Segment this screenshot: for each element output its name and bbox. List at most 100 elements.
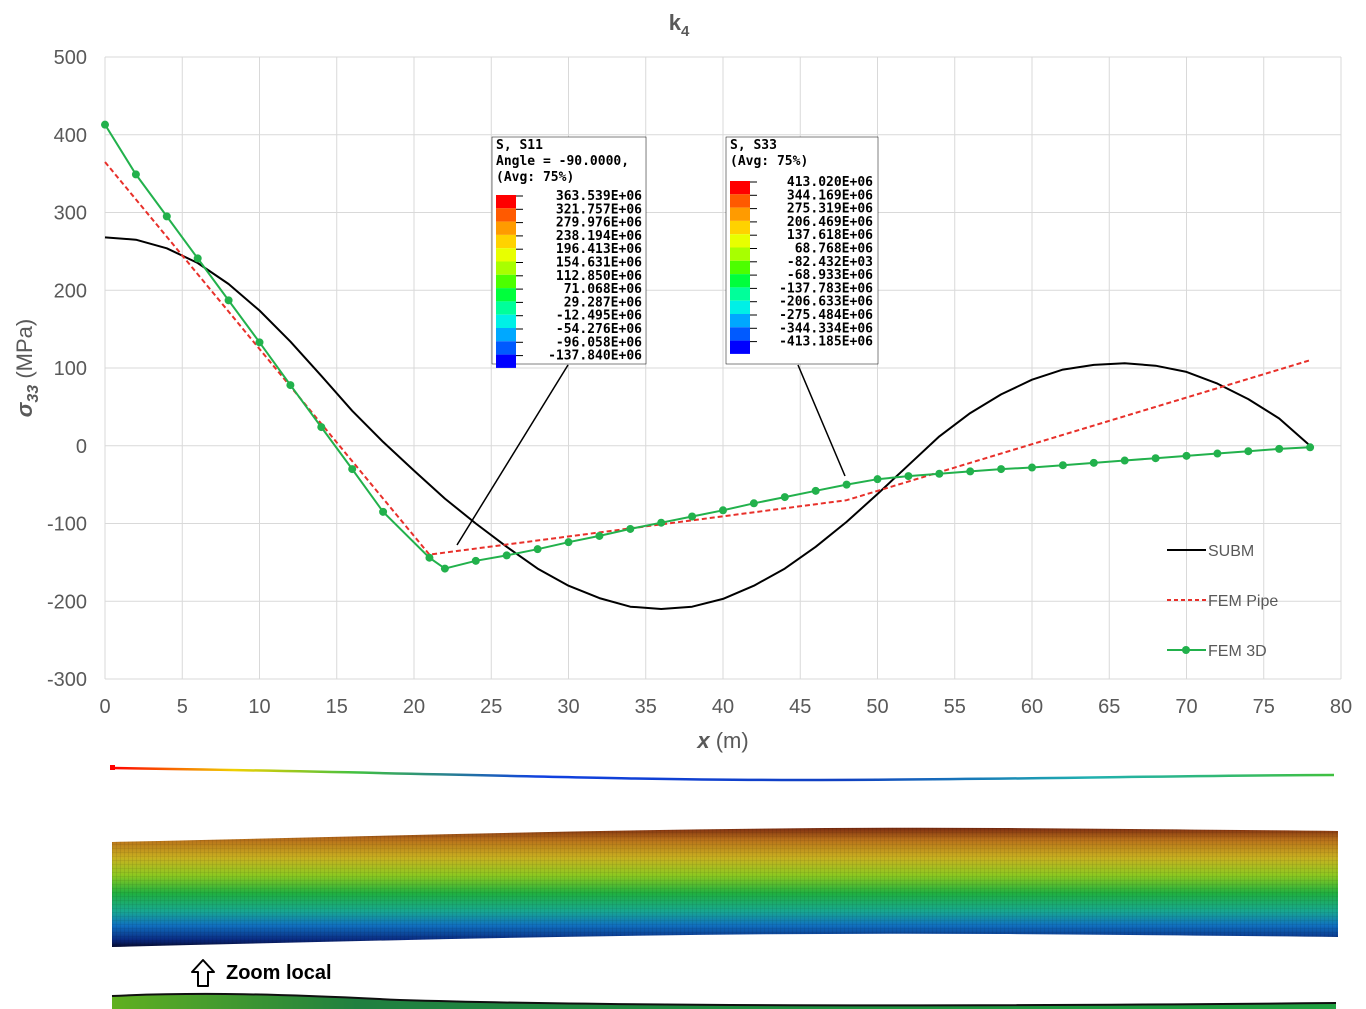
fem-3d-point	[564, 538, 573, 547]
fem-3d-point	[811, 486, 820, 495]
fem-3d-band	[112, 827, 1338, 947]
colormap-swatch	[730, 194, 750, 208]
fem-3d-point	[749, 499, 758, 508]
legend-label-fem-pipe: FEM Pipe	[1208, 593, 1278, 610]
colormap-value: 238.194E+06	[556, 229, 642, 244]
legend-label-subm: SUBM	[1208, 543, 1254, 560]
colormap-swatch	[730, 300, 750, 314]
fem-3d-point	[1244, 447, 1253, 456]
axes: 0 5 10 15 20 25 30 35 40 45 50 55 60 65 70 75 80 -300 -200…	[47, 47, 1352, 718]
colormap-swatch	[730, 207, 750, 221]
fem-3d-point	[224, 296, 233, 305]
fem-3d-point	[719, 506, 727, 515]
x-tick-label: 25	[480, 696, 502, 718]
x-tick-label: 60	[1021, 696, 1043, 718]
colormap-s33-title-2: (Avg: 75%)	[730, 154, 808, 169]
x-tick-label: 50	[866, 696, 888, 718]
fem-3d-point	[688, 512, 697, 521]
colormap-swatch	[496, 354, 516, 368]
up-arrow-icon	[191, 959, 215, 987]
x-tick-label: 30	[557, 696, 579, 718]
colormap-swatch	[730, 327, 750, 341]
fem-3d-point	[966, 467, 975, 476]
fem-3d-point	[1182, 451, 1191, 460]
fem-3d-point	[1151, 454, 1160, 463]
x-tick-label: 40	[712, 696, 734, 718]
colormap-value: -82.432E+03	[787, 255, 873, 270]
chart-title: k4	[669, 10, 690, 40]
fem-3d-point	[1213, 449, 1222, 458]
colormap-value: -96.058E+06	[556, 335, 642, 350]
fem-3d-point	[997, 465, 1006, 474]
fem-3d-point	[626, 524, 635, 533]
colormap-swatch	[496, 301, 516, 315]
colormap-value: 413.020E+06	[787, 175, 873, 190]
fem-3d-point	[904, 472, 913, 481]
y-tick-label: 300	[54, 203, 87, 225]
colormap-value: 279.976E+06	[556, 216, 642, 231]
colormap-swatch	[730, 220, 750, 235]
series-line-fem-3d	[104, 124, 1311, 570]
y-tick-label: -200	[47, 591, 87, 613]
colormap-swatch	[496, 341, 516, 355]
colormap-s11-title-3: (Avg: 75%)	[496, 170, 574, 185]
colormap-s11: S, S11 Angle = -90.0000, (Avg: 75%) 363.…	[491, 136, 647, 368]
fem-3d-point	[425, 553, 434, 562]
colormap-value: -12.495E+06	[556, 309, 642, 324]
fem-3d-point	[1306, 443, 1315, 452]
colormap-value: -137.783E+06	[779, 281, 873, 296]
colormap-swatch	[730, 234, 750, 248]
colormap-swatch	[730, 260, 750, 275]
fem-3d-point	[873, 475, 882, 484]
fem-3d-point	[1089, 458, 1098, 467]
x-tick-label: 15	[326, 696, 348, 718]
colormap-swatch	[496, 288, 516, 302]
pointer-line-s33	[797, 364, 846, 477]
fem-3d-point	[471, 556, 480, 565]
colormap-value: -344.334E+06	[779, 321, 873, 336]
colormap-swatch	[496, 328, 516, 342]
fem-3d-point	[162, 212, 171, 221]
colormap-s33-title-1: S, S33	[730, 138, 777, 153]
fem-3d-point	[502, 551, 511, 560]
fem-3d-point	[286, 381, 295, 390]
colormap-swatch	[496, 248, 516, 262]
pointer-line-s11	[456, 364, 569, 546]
y-tick-label: -100	[47, 514, 87, 536]
zoom-local-text: Zoom local	[226, 961, 332, 984]
y-tick-label: -300	[47, 669, 87, 691]
colormap-s33: S, S33 (Avg: 75%) 413.020E+06344.169E+06…	[725, 136, 879, 365]
y-tick-label: 0	[76, 436, 87, 458]
series-layer	[101, 120, 1315, 610]
colormap-swatch	[496, 234, 516, 249]
colormap-value: 71.068E+06	[564, 282, 642, 297]
colormap-value: 363.539E+06	[556, 189, 642, 204]
colormap-swatch	[496, 195, 516, 209]
colormap-swatch	[496, 221, 516, 235]
colormap-value: 29.287E+06	[564, 295, 642, 310]
x-tick-label: 75	[1253, 696, 1275, 718]
colormap-swatch	[730, 274, 750, 288]
fem-3d-point	[780, 493, 789, 502]
fem-3d-point	[1275, 444, 1284, 453]
fem-pipe-strip	[110, 765, 1335, 782]
colormap-swatch	[730, 247, 750, 261]
colormap-value: 275.319E+06	[787, 202, 873, 217]
fem-3d-point	[1028, 463, 1036, 472]
y-tick-label: 400	[54, 125, 87, 147]
fem-3d-band-bottom	[111, 992, 1337, 1009]
x-axis-label: x (m)	[696, 728, 748, 753]
y-tick-label: 200	[54, 280, 87, 302]
y-tick-label: 500	[54, 47, 87, 69]
x-tick-label: 10	[248, 696, 270, 718]
fem-3d-point	[101, 120, 109, 129]
x-tick-label: 20	[403, 696, 425, 718]
fem-3d-point	[440, 564, 449, 573]
colormap-value: 196.413E+06	[556, 242, 642, 257]
x-tick-label: 70	[1175, 696, 1197, 718]
colormap-value: 112.850E+06	[556, 269, 642, 284]
colormap-s11-title-1: S, S11	[496, 138, 543, 153]
colormap-value: 344.169E+06	[787, 188, 873, 203]
x-tick-label: 65	[1098, 696, 1120, 718]
colormap-value: -275.484E+06	[779, 308, 873, 323]
